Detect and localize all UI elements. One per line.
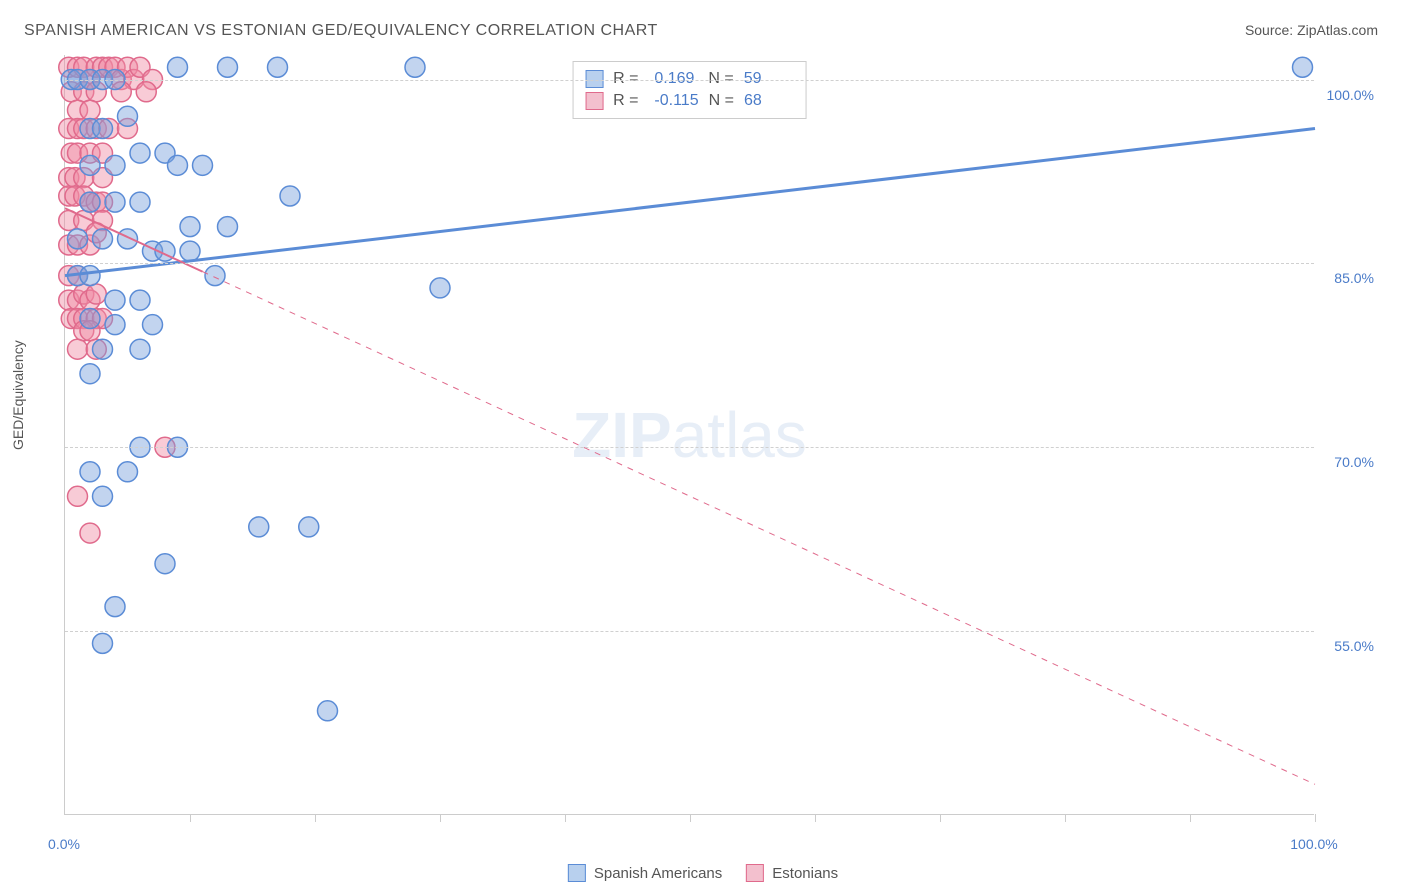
scatter-chart xyxy=(65,55,1314,814)
gridline xyxy=(65,447,1314,448)
y-tick-label: 100.0% xyxy=(1327,87,1374,103)
legend-item-estonian: Estonians xyxy=(746,864,838,882)
swatch-spanish xyxy=(568,864,586,882)
stats-legend: R = 0.169 N = 59 R = -0.115 N = 68 xyxy=(572,61,807,119)
stats-row-estonian: R = -0.115 N = 68 xyxy=(585,90,794,112)
x-tick xyxy=(190,814,191,822)
x-tick xyxy=(1190,814,1191,822)
n-label: N = xyxy=(709,92,734,110)
plot-container: ZIPatlas R = 0.169 N = 59 R = -0.115 N =… xyxy=(64,55,1314,815)
legend-label: Spanish Americans xyxy=(594,865,722,882)
r-label: R = xyxy=(613,92,638,110)
x-tick xyxy=(1315,814,1316,822)
y-tick-label: 70.0% xyxy=(1334,454,1374,470)
swatch-estonian xyxy=(746,864,764,882)
y-tick-label: 85.0% xyxy=(1334,270,1374,286)
x-tick xyxy=(565,814,566,822)
x-tick-label: 100.0% xyxy=(1290,836,1337,852)
gridline xyxy=(65,263,1314,264)
x-tick xyxy=(315,814,316,822)
r-value: -0.115 xyxy=(648,92,698,110)
source-label: Source: ZipAtlas.com xyxy=(1245,22,1378,38)
legend-label: Estonians xyxy=(772,865,838,882)
gridline xyxy=(65,80,1314,81)
y-tick-label: 55.0% xyxy=(1334,638,1374,654)
x-tick xyxy=(690,814,691,822)
x-tick-label: 0.0% xyxy=(48,836,80,852)
x-tick xyxy=(940,814,941,822)
chart-title: SPANISH AMERICAN VS ESTONIAN GED/EQUIVAL… xyxy=(24,22,658,40)
plot-area: ZIPatlas R = 0.169 N = 59 R = -0.115 N =… xyxy=(64,55,1314,815)
x-tick xyxy=(815,814,816,822)
y-axis-label: GED/Equivalency xyxy=(10,340,26,450)
n-value: 68 xyxy=(744,92,794,110)
legend-item-spanish: Spanish Americans xyxy=(568,864,722,882)
swatch-estonian xyxy=(585,92,603,110)
gridline xyxy=(65,631,1314,632)
x-tick xyxy=(1065,814,1066,822)
x-tick xyxy=(440,814,441,822)
bottom-legend: Spanish Americans Estonians xyxy=(568,864,838,882)
